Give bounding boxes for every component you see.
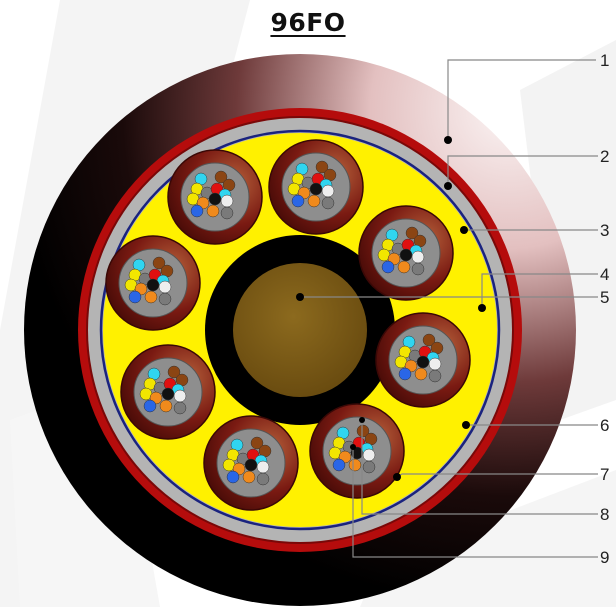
- callout-6: 6: [600, 416, 609, 435]
- fiber: [321, 196, 335, 210]
- fiber: [158, 292, 172, 306]
- fiber: [362, 448, 376, 462]
- fiber: [250, 436, 264, 450]
- fiber: [307, 194, 321, 208]
- loose-tube: [120, 344, 216, 440]
- loose-tube: [358, 205, 454, 301]
- fiber: [414, 367, 428, 381]
- fiber: [428, 369, 442, 383]
- fiber: [214, 170, 228, 184]
- fiber: [332, 458, 346, 472]
- loose-tube: [268, 139, 364, 235]
- dot-7: [393, 473, 401, 481]
- fiber: [152, 256, 166, 270]
- dot-1: [444, 136, 452, 144]
- callout-3: 3: [600, 221, 609, 240]
- dot-9: [350, 444, 356, 450]
- leader-1: [447, 59, 596, 140]
- fiber: [208, 192, 222, 206]
- fiber: [226, 470, 240, 484]
- leader-8: [361, 420, 598, 515]
- leader-2: [447, 155, 598, 186]
- callout-4: 4: [600, 265, 609, 284]
- fiber: [161, 387, 175, 401]
- fiber: [350, 446, 364, 460]
- fiber: [315, 160, 329, 174]
- fiber: [144, 290, 158, 304]
- fiber: [411, 250, 425, 264]
- dot-3: [460, 226, 468, 234]
- fiber: [381, 260, 395, 274]
- fiber: [159, 399, 173, 413]
- loose-tube: [203, 415, 299, 511]
- fiber: [206, 204, 220, 218]
- loose-tube: [167, 149, 263, 245]
- dot-5: [296, 293, 304, 301]
- fiber: [242, 470, 256, 484]
- callout-7: 7: [600, 465, 609, 484]
- leader-dots: [296, 136, 486, 481]
- loose-tubes: [105, 139, 471, 511]
- fiber: [362, 460, 376, 474]
- fiber: [397, 260, 411, 274]
- fiber: [173, 389, 187, 403]
- fiber: [190, 204, 204, 218]
- fiber: [291, 194, 305, 208]
- fiber: [220, 206, 234, 220]
- fiber: [256, 460, 270, 474]
- callout-8: 8: [600, 505, 609, 524]
- fiber: [399, 248, 413, 262]
- fiber: [321, 184, 335, 198]
- loose-tube: [309, 403, 405, 499]
- cable-layers: [24, 54, 576, 606]
- inner-sheath-line: [99, 129, 501, 531]
- fiber: [348, 458, 362, 472]
- fiber: [143, 399, 157, 413]
- loose-tube: [375, 312, 471, 408]
- fiber: [398, 367, 412, 381]
- cable-title: 96FO: [270, 8, 346, 37]
- callout-1: 1: [600, 51, 609, 70]
- fiber: [411, 262, 425, 276]
- fiber: [416, 355, 430, 369]
- fiber: [220, 194, 234, 208]
- fiber: [158, 280, 172, 294]
- fiber: [422, 333, 436, 347]
- fiber: [405, 226, 419, 240]
- fiber: [428, 357, 442, 371]
- central-strength-member: [233, 263, 367, 397]
- fiber: [244, 458, 258, 472]
- dot-8: [359, 417, 365, 423]
- fiber: [173, 401, 187, 415]
- callout-2: 2: [600, 147, 609, 166]
- dot-4: [478, 304, 486, 312]
- dot-2: [444, 182, 452, 190]
- fiber: [309, 182, 323, 196]
- loose-tube: [105, 235, 201, 331]
- fiber: [356, 424, 370, 438]
- fiber: [256, 472, 270, 486]
- dot-6: [462, 421, 470, 429]
- leader-9: [352, 447, 598, 558]
- fiber: [128, 290, 142, 304]
- fiber: [146, 278, 160, 292]
- callout-numbers: 1 2 3 4 5 6 7 8 9: [600, 51, 609, 567]
- callout-5: 5: [600, 288, 609, 307]
- callout-9: 9: [600, 548, 609, 567]
- fiber: [167, 365, 181, 379]
